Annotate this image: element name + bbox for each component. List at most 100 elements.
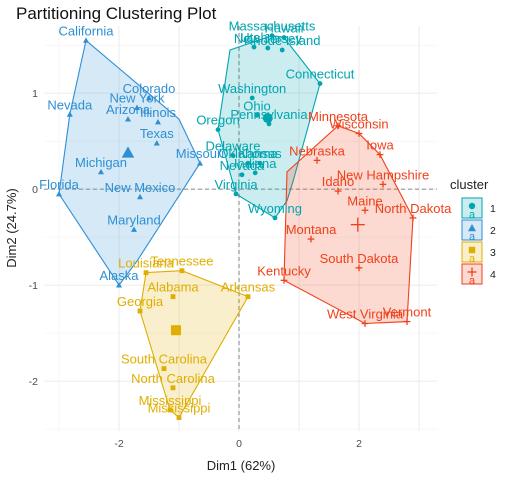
legend: cluster a 1 a 2 a 3 a 4 — [450, 177, 496, 287]
point-1 — [251, 44, 257, 50]
point-3 — [170, 385, 176, 391]
x-tick-label: 0 — [236, 438, 242, 450]
y-axis-label: Dim2 (24.7%) — [4, 188, 19, 267]
point-label: Louisiana — [118, 256, 174, 271]
point-2 — [83, 37, 89, 43]
point-2 — [66, 111, 73, 117]
point-1 — [272, 215, 278, 221]
point-label: Florida — [39, 177, 80, 192]
point-2 — [137, 193, 143, 200]
point-2 — [197, 160, 203, 166]
point-label: Minnesota — [308, 109, 369, 124]
point-label: Maryland — [107, 212, 160, 227]
point-4 — [280, 276, 288, 284]
point-3 — [176, 415, 182, 420]
cluster-center-2 — [121, 146, 135, 158]
x-tick-label: 2 — [356, 438, 362, 450]
point-1 — [265, 45, 271, 51]
point-3 — [179, 268, 185, 274]
point-label: Idaho — [322, 174, 355, 189]
point-2 — [98, 168, 104, 175]
point-1 — [317, 81, 323, 86]
point-label: Nevada — [220, 158, 266, 173]
point-2 — [125, 116, 131, 122]
point-1 — [281, 35, 287, 40]
point-label: Alaska — [99, 268, 139, 283]
legend-key-letter: a — [469, 209, 476, 221]
cluster-hull-1 — [217, 35, 321, 219]
point-4 — [307, 235, 315, 243]
point-label: Oklahoma — [218, 146, 278, 161]
x-tick-label: -2 — [114, 438, 123, 450]
point-label: Washington — [218, 81, 286, 96]
legend-marker-4 — [467, 267, 477, 277]
point-label: Rhode Island — [244, 33, 321, 48]
point-4 — [379, 180, 387, 188]
point-label: New Hampshire — [337, 167, 429, 182]
legend-title: cluster — [450, 177, 489, 192]
point-3 — [167, 407, 173, 413]
cluster-center-4 — [350, 217, 365, 232]
point-4 — [361, 320, 369, 327]
point-1 — [252, 170, 258, 176]
point-label: Colorado — [123, 81, 176, 96]
point-label: Oregon — [196, 113, 239, 128]
point-label: Alabama — [147, 280, 199, 295]
point-2 — [155, 118, 161, 125]
legend-key-letter: a — [469, 253, 476, 265]
grid-lines — [44, 26, 437, 431]
point-1 — [269, 33, 275, 38]
point-label: Arizona — [106, 102, 151, 117]
point-2 — [56, 190, 62, 197]
point-label: Hawaii — [264, 21, 303, 36]
point-label: Michigan — [75, 155, 127, 170]
legend-marker-2 — [468, 224, 476, 232]
point-1 — [249, 95, 255, 101]
point-1 — [233, 191, 239, 197]
point-2 — [146, 94, 152, 101]
point-1 — [257, 160, 263, 166]
point-2 — [134, 104, 140, 110]
point-label: Utah — [240, 30, 267, 45]
point-4 — [403, 318, 411, 325]
point-3 — [143, 270, 149, 276]
point-label: Kentucky — [257, 263, 311, 278]
y-tick-label: 1 — [32, 88, 38, 100]
cluster-center-3 — [171, 325, 181, 336]
point-4 — [334, 122, 342, 130]
x-axis-label: Dim1 (62%) — [207, 458, 276, 473]
legend-label-4: 4 — [490, 269, 496, 281]
data-points — [56, 33, 417, 420]
y-tick-label: -2 — [29, 376, 38, 388]
point-label: Mississippi — [148, 401, 211, 416]
point-label: Connecticut — [286, 67, 355, 82]
point-label: Texas — [140, 126, 174, 141]
axes: Dim1 (62%) Dim2 (24.7%) -2 0 2 -2 -1 0 1 — [4, 88, 362, 473]
point-label: North Carolina — [131, 371, 216, 386]
legend-label-1: 1 — [490, 203, 496, 215]
legend-marker-1 — [468, 202, 476, 210]
legend-key-letter: a — [469, 275, 476, 287]
point-1 — [230, 153, 236, 158]
chart-title: Partitioning Clustering Plot — [16, 4, 217, 23]
legend-marker-3 — [468, 246, 476, 254]
legend-label-2: 2 — [490, 225, 496, 237]
legend-key-letter: a — [469, 231, 476, 243]
point-label: California — [59, 23, 115, 38]
point-label: West Virginia — [327, 307, 404, 322]
point-label: Nevada — [47, 97, 93, 112]
point-3 — [170, 294, 176, 300]
point-label: New Mexico — [105, 180, 176, 195]
point-4 — [355, 264, 363, 272]
point-label: Vermont — [383, 305, 432, 320]
point-2 — [131, 226, 137, 232]
point-label: South Carolina — [121, 352, 208, 367]
point-4 — [409, 214, 417, 222]
point-label: Georgia — [117, 294, 164, 309]
point-3 — [161, 366, 167, 372]
point-label: Ohio — [243, 98, 270, 113]
point-label: Wyoming — [248, 201, 302, 216]
point-1 — [245, 160, 251, 166]
